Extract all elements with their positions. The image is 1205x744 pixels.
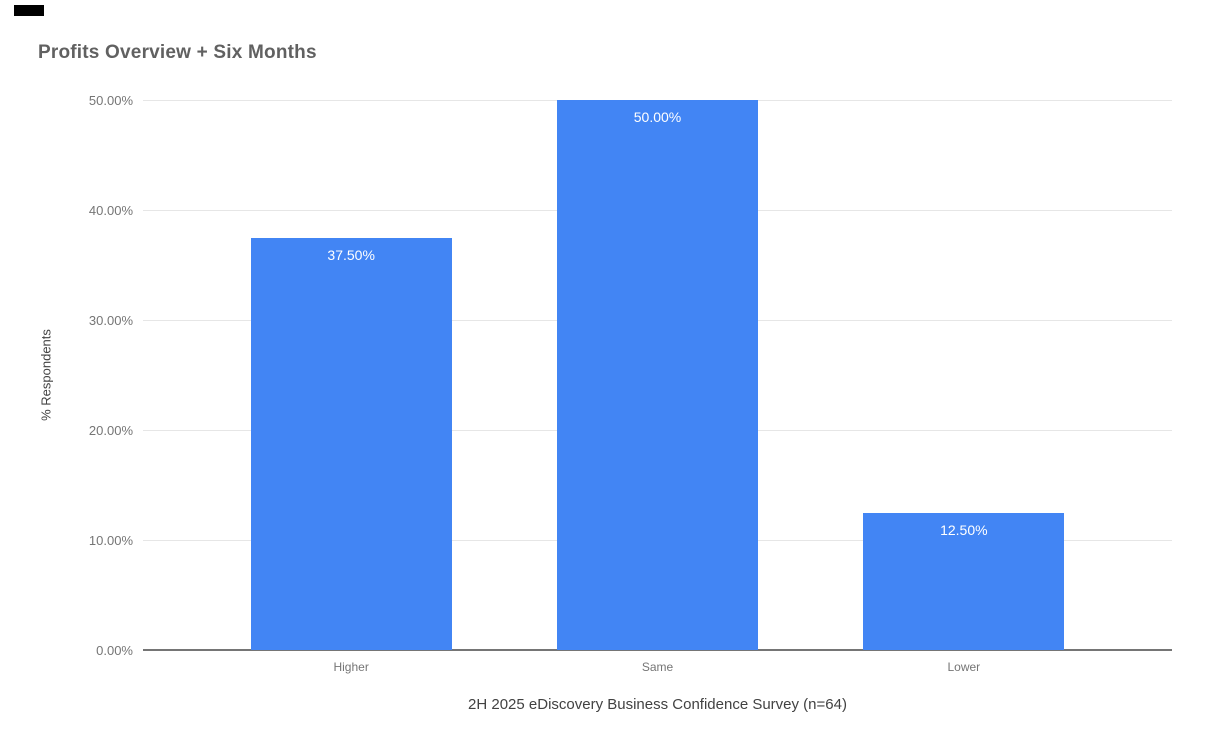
- bar-value-label: 50.00%: [633, 109, 682, 125]
- y-tick-label: 30.00%: [88, 313, 133, 328]
- bar-higher[interactable]: 37.50%: [250, 237, 452, 650]
- x-category-label: Lower: [947, 660, 981, 674]
- bar-same[interactable]: 50.00%: [557, 100, 758, 650]
- chart-title: Profits Overview + Six Months: [38, 42, 317, 63]
- x-axis-baseline: [143, 649, 1172, 651]
- x-category-label: Higher: [333, 660, 369, 674]
- bar-value-label: 12.50%: [940, 521, 988, 538]
- bar-lower[interactable]: 12.50%: [863, 512, 1065, 650]
- y-axis-title: % Respondents: [38, 329, 54, 421]
- y-tick-label: 20.00%: [88, 423, 133, 438]
- x-category-label: Same: [641, 660, 674, 674]
- y-tick-label: 40.00%: [88, 203, 133, 218]
- y-tick-label: 50.00%: [88, 93, 133, 108]
- bar-value-label: 37.50%: [327, 246, 375, 263]
- top-left-black-bar: [14, 5, 44, 16]
- y-tick-label: 0.00%: [96, 643, 133, 658]
- x-axis-title: 2H 2025 eDiscovery Business Confidence S…: [468, 696, 847, 713]
- y-tick-label: 10.00%: [88, 533, 133, 548]
- plot-area: 0.00% 10.00% 20.00% 30.00% 40.00% 50.00% 37.50…: [89, 94, 1172, 674]
